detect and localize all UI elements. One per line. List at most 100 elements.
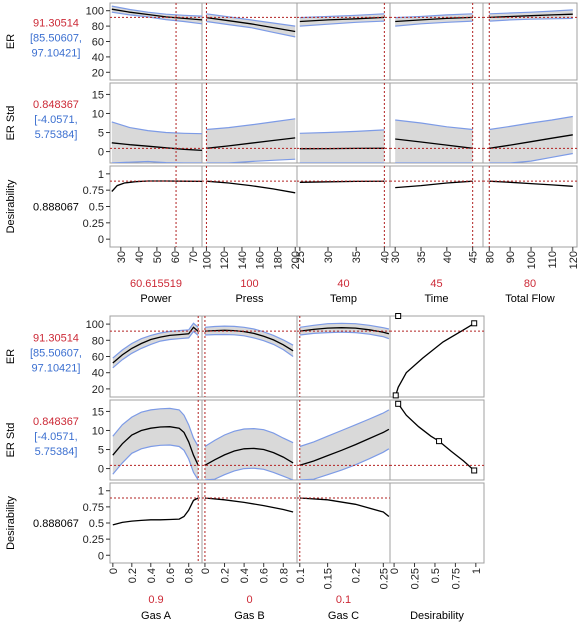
- profiler-2-ytick-label: 0.25: [83, 534, 104, 546]
- profiler-2-xtick-label: 0.25: [410, 568, 422, 589]
- profiler-2-panel-frame-cell-gas-c-desirability: [296, 482, 391, 564]
- profiler-1-xtick-label: 30: [390, 251, 402, 263]
- profiler-2-ytick-label: 40: [92, 368, 104, 380]
- profiler-1-confidence-edge-hi-cell-total-flow-er-std: [489, 152, 573, 163]
- profiler-2-ytick-label: 0.5: [89, 518, 104, 530]
- profiler-2-desirability-handle-er-std-1[interactable]: [395, 400, 402, 407]
- profiler-2-prediction-curve-cell-desirability-er: [395, 322, 475, 396]
- profiler-1-prediction-curve-cell-total-flow-er: [489, 13, 573, 19]
- profiler-2-factor-name-gas-a: Gas A: [141, 610, 172, 622]
- profiler-1-ytick-label: 60: [92, 37, 104, 49]
- profiler-1-xtick-label: 100: [526, 251, 538, 269]
- profiler-2-response-value-er: 91.30514: [33, 333, 79, 345]
- profiler-2-xtick-label: 0.15: [323, 568, 335, 589]
- profiler-1-xtick-label: 30: [116, 251, 128, 263]
- profiler-1-panel-frame-cell-total-flow-er: [482, 2, 578, 81]
- profiler-2-prediction-curve-cell-gas-b-er: [204, 329, 294, 352]
- profiler-2-desirability-handle-er-3[interactable]: [395, 313, 402, 319]
- profiler-1-ytick-label: 0: [98, 234, 104, 246]
- profiler-1-xtick-label: 40: [134, 251, 146, 263]
- profiler-2-response-name-er: ER: [5, 349, 17, 364]
- profiler-1-confidence-edge-hi-cell-power-er-std: [111, 160, 202, 163]
- profiler-1-xtick-label: 35: [416, 251, 428, 263]
- profiler-2-panel-frame-cell-gas-b-desirability: [201, 482, 298, 564]
- profiler-1-xtick-label: 120: [219, 251, 231, 269]
- profiler-2-xtick-label: 0.5: [430, 568, 442, 583]
- profiler-1-factor-value-total-flow: 80: [524, 278, 536, 290]
- profiler-1-panel-frame-cell-press-desirability: [201, 165, 298, 248]
- profiler-1-xtick-label: 45: [468, 251, 480, 263]
- profiler-2-desirability-handle-er-1[interactable]: [392, 392, 399, 399]
- profiler-1-xtick-label: 50: [152, 251, 164, 263]
- profiler-2-panel-frame-cell-desirability-desirability: [389, 482, 485, 564]
- profiler-2-factor-name-gas-c: Gas C: [328, 610, 359, 622]
- profiler-1-confidence-edge-lo-cell-total-flow-er: [489, 9, 573, 15]
- profiler-1-factor-value-press: 100: [240, 278, 258, 290]
- profiler-1-xtick-label: 80: [484, 251, 496, 263]
- profiler-2-confidence-edge-hi-cell-gas-a-er: [112, 330, 199, 369]
- profiler-1-prediction-curve-cell-press-desirability: [206, 180, 296, 194]
- profiler-1-confidence-band-cell-press-er: [206, 13, 296, 37]
- profiler-2-desirability-handle-er-std-3[interactable]: [471, 467, 478, 474]
- profiler-2-confidence-band-cell-gas-b-er-std: [204, 428, 294, 480]
- profiler-1-confidence-edge-lo-cell-power-er: [111, 5, 202, 17]
- profiler-2-response-value-er-std: 0.848367: [33, 416, 79, 428]
- profiler-1-confidence-band-cell-total-flow-er-std: [489, 116, 573, 163]
- profiler-2-ytick-label: 15: [92, 406, 104, 418]
- profiler-2-xtick-label: 0: [200, 568, 212, 574]
- profiler-1-confidence-band-cell-power-er-std: [111, 121, 202, 163]
- profiler-1-ytick-label: 0: [98, 147, 104, 159]
- profiler-1-xtick-label: 100: [201, 251, 213, 269]
- profiler-1-ytick-label: 15: [92, 89, 104, 101]
- profiler-1-xtick-label: 180: [272, 251, 284, 269]
- profiler-2-response-name-desirability: Desirability: [5, 496, 17, 550]
- profiler-1-xtick-label: 40: [379, 251, 391, 263]
- profiler-2-xtick-label: 0.1: [295, 568, 307, 583]
- profiler-2-xtick-label: 0: [389, 568, 401, 574]
- profiler-1-ytick-label: 40: [92, 52, 104, 64]
- profiler-2-ytick-label: 0: [98, 550, 104, 562]
- profiler-1-ytick-label: 0.5: [89, 202, 104, 214]
- profiler-2-prediction-curve-cell-gas-b-desirability: [204, 497, 294, 513]
- profiler-2-factor-name-gas-b: Gas B: [234, 610, 265, 622]
- profiler-2-response-interval-high-er: 97.10421]: [32, 363, 81, 375]
- profiler-1-panel-frame-cell-temp-desirability: [296, 165, 391, 248]
- profiler-1-xtick-label: 40: [442, 251, 454, 263]
- profiler-1-confidence-edge-lo-cell-press-er-std: [206, 118, 296, 131]
- profiler-1-prediction-curve-cell-time-er-std: [395, 138, 473, 149]
- profiler-1-xtick-label: 200: [290, 251, 302, 269]
- profiler-2-xtick-label: 0.6: [165, 568, 177, 583]
- profiler-2-confidence-edge-lo-cell-gas-a-er: [112, 322, 199, 359]
- profiler-1-confidence-edge-hi-cell-press-er: [206, 20, 296, 38]
- profiler-1-prediction-curve-cell-total-flow-desirability: [489, 180, 573, 187]
- profiler-2-xtick-label: 0.8: [184, 568, 196, 583]
- profiler-2-desirability-handle-er-std-2[interactable]: [436, 438, 443, 445]
- profiler-1-ytick-label: 100: [86, 6, 104, 18]
- profiler-1-ytick-label: 20: [92, 67, 104, 79]
- profiler-1-panel-frame-cell-total-flow-desirability: [482, 165, 578, 248]
- profiler-2-confidence-edge-lo-cell-gas-a-er-std: [112, 407, 199, 447]
- profiler-1-ytick-label: 10: [92, 108, 104, 120]
- profiler-2-panel-frame-cell-gas-a-desirability: [109, 482, 203, 564]
- crosshair-layer[interactable]: [110, 3, 577, 563]
- profiler-2-response-name-er-std: ER Std: [5, 423, 17, 458]
- confidence-bands-layer: [111, 6, 573, 480]
- profiler-2-factor-name-desirability: Desirability: [410, 610, 464, 622]
- profiler-2-desirability-handle-er-2[interactable]: [471, 320, 478, 327]
- profiler-2-xtick-label: 0.8: [278, 568, 290, 583]
- profiler-2-prediction-curve-cell-desirability-er-std: [397, 403, 475, 471]
- profiler-2-xtick-label: 0: [108, 568, 120, 574]
- profiler-1-confidence-edge-hi-cell-total-flow-er: [489, 17, 573, 22]
- profiler-1-prediction-curve-cell-temp-er: [299, 16, 385, 23]
- profiler-1-confidence-edge-hi-cell-temp-er: [299, 20, 385, 27]
- profiler-1-xtick-label: 110: [547, 251, 559, 269]
- profiler-1-confidence-band-cell-press-er-std: [206, 118, 296, 163]
- profiler-1-response-name-er-std: ER Std: [5, 106, 17, 141]
- profiler-2-confidence-edge-lo-cell-gas-c-er: [299, 322, 390, 330]
- profiler-1-confidence-band-cell-time-er-std: [395, 120, 473, 163]
- profiler-1-factor-name-temp: Temp: [330, 293, 357, 305]
- profiler-1-prediction-curve-cell-time-er: [395, 16, 473, 23]
- profiler-1-xtick-label: 35: [351, 251, 363, 263]
- labels-layer: ER 91.30514 [85.50607, 97.10421] ER Std 0.848…: [5, 18, 555, 623]
